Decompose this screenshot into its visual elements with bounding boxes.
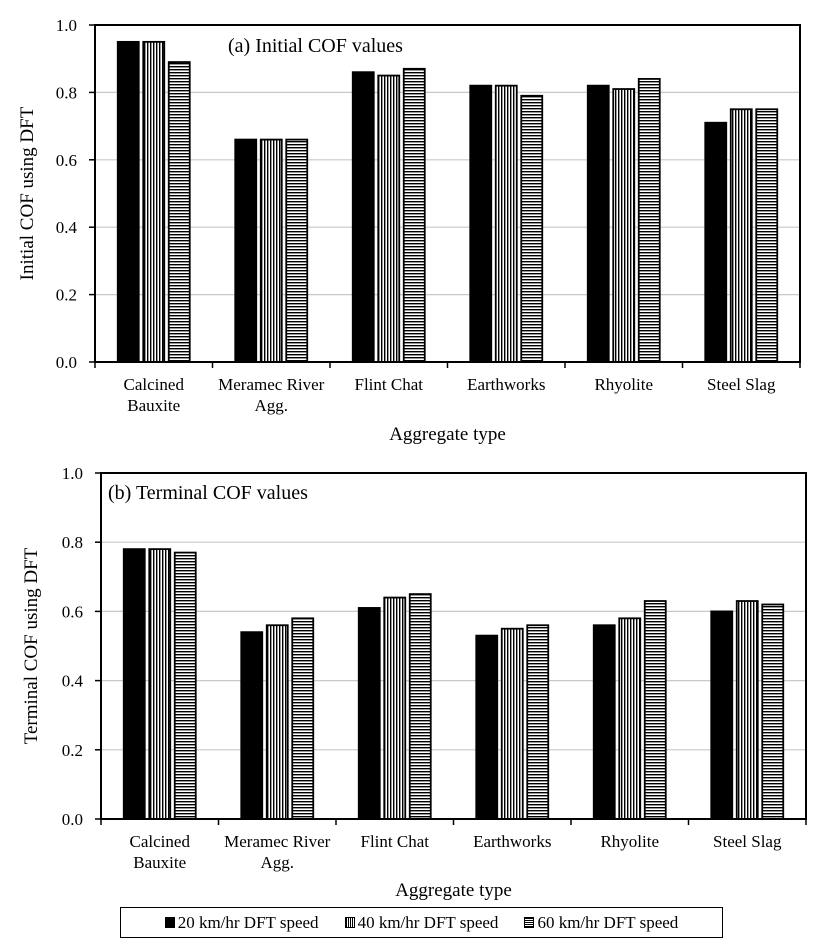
legend-item-60kmh: 60 km/hr DFT speed [524,913,678,933]
x-category-label: Steel Slag [707,375,776,394]
chart-terminal-cof: 0.0 0.2 0.4 0.6 0.8 1.0 Calcined Bauxite Meramec… [21,464,807,901]
y-tick-label: 0.4 [56,218,78,237]
chart-title: (b) Terminal COF values [108,482,308,504]
bar [142,40,166,363]
bar [592,624,616,820]
bar [122,548,146,820]
bar [710,610,734,820]
chart-title: (a) Initial COF values [228,35,403,57]
x-category-label: Bauxite [127,396,180,415]
solid-swatch-icon [164,917,175,928]
bar [357,607,381,820]
bar [520,94,544,363]
y-tick-label: 0.0 [56,353,77,372]
bar [377,74,401,363]
x-category-label: Flint Chat [361,832,430,851]
x-category-label: Agg. [260,853,294,872]
bar [148,548,172,820]
y-tick-label: 0.4 [62,672,84,691]
bar [351,71,375,363]
x-category-label: Calcined [124,375,185,394]
x-category-label: Meramec River [218,375,325,394]
chart-initial-cof: 0.0 0.2 0.4 0.6 0.8 1.0 Calcined Bauxite Meramec… [17,16,801,445]
y-tick-label: 0.6 [62,602,83,621]
bar [729,108,753,363]
vertical-lines-swatch-icon [344,917,355,928]
bar [259,138,283,363]
plot-frame [100,472,807,820]
bar [612,88,636,363]
x-axis-label: Aggregate type [389,424,506,445]
legend: 20 km/hr DFT speed 40 km/hr DFT speed 60… [120,907,723,938]
bar [285,138,309,363]
x-category-label: Meramec River [224,832,331,851]
y-tick-label: 0.8 [62,533,83,552]
bar [643,600,667,820]
bar [116,40,140,363]
plot-frame [94,24,801,363]
bar [755,108,779,363]
bar [526,624,550,820]
bar [240,631,264,820]
x-category-label: Rhyolite [600,832,659,851]
bar [291,617,315,820]
legend-label: 40 km/hr DFT speed [357,912,499,932]
bar [704,121,728,363]
bar [167,61,191,363]
x-category-label: Flint Chat [355,375,424,394]
horizontal-lines-swatch-icon [524,917,535,928]
x-category-label: Steel Slag [713,832,782,851]
legend-item-40kmh: 40 km/hr DFT speed [344,912,499,933]
bar [761,603,785,820]
y-tick-label: 1.0 [62,464,83,483]
y-axis-label: Terminal COF using DFT [21,547,42,744]
y-tick-label: 0.0 [62,810,83,829]
bar [408,593,432,820]
x-category-label: Earthworks [473,832,551,851]
legend-label: 60 km/hr DFT speed [537,912,679,932]
y-axis-label: Initial COF using DFT [17,106,38,280]
y-tick-label: 1.0 [56,16,77,35]
y-tick-label: 0.2 [56,286,77,305]
bar [637,78,661,363]
bar [234,138,258,363]
x-category-label: Agg. [254,396,288,415]
bar [735,600,759,820]
bar [402,67,426,363]
bar [586,84,610,363]
x-category-label: Earthworks [467,375,545,394]
bar [265,624,289,820]
legend-item-20kmh: 20 km/hr DFT speed [164,912,319,933]
x-category-label: Rhyolite [594,375,653,394]
y-tick-label: 0.6 [56,151,77,170]
legend-label: 20 km/hr DFT speed [177,912,319,932]
x-axis-label: Aggregate type [395,880,512,901]
bar [475,634,499,820]
y-tick-label: 0.8 [56,83,77,102]
bar [618,617,642,820]
bar [469,84,493,363]
y-tick-label: 0.2 [62,741,83,760]
x-category-label: Calcined [130,832,191,851]
bar [494,84,518,363]
bar [173,551,197,820]
bar [383,596,407,820]
x-category-label: Bauxite [133,853,186,872]
bar [500,627,524,820]
